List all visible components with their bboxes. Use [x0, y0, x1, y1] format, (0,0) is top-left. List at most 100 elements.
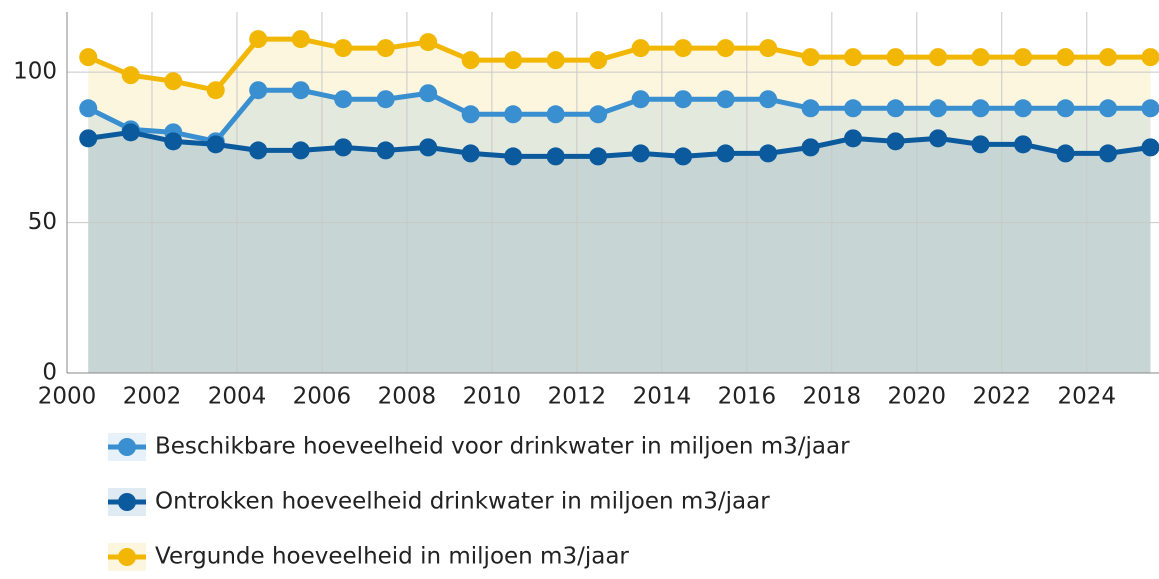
marker — [121, 66, 140, 85]
marker — [79, 48, 98, 67]
legend-label: Beschikbare hoeveelheid voor drinkwater … — [155, 434, 850, 460]
marker — [419, 138, 438, 157]
marker — [546, 105, 565, 124]
marker — [801, 99, 820, 118]
area — [88, 39, 1151, 373]
x-tick-label: 2018 — [803, 384, 862, 410]
marker — [334, 39, 353, 58]
marker — [249, 141, 268, 160]
marker — [1099, 48, 1118, 67]
marker — [461, 51, 480, 70]
marker — [759, 90, 778, 109]
marker — [461, 105, 480, 124]
marker — [291, 141, 310, 160]
marker — [164, 72, 183, 91]
marker — [886, 99, 905, 118]
marker — [1099, 144, 1118, 163]
marker — [291, 81, 310, 100]
marker — [419, 33, 438, 52]
marker — [801, 138, 820, 157]
marker — [589, 105, 608, 124]
marker — [589, 51, 608, 70]
marker — [844, 48, 863, 67]
marker — [376, 39, 395, 58]
marker — [971, 48, 990, 67]
marker — [1141, 138, 1159, 157]
legend-label: Ontrokken hoeveelheid drinkwater in milj… — [155, 489, 770, 515]
marker — [971, 135, 990, 154]
marker — [674, 39, 693, 58]
marker — [546, 147, 565, 166]
marker — [971, 99, 990, 118]
marker — [929, 99, 948, 118]
marker — [801, 48, 820, 67]
marker — [121, 123, 140, 142]
marker — [206, 135, 225, 154]
marker — [164, 132, 183, 151]
area — [88, 90, 1151, 373]
marker — [1099, 99, 1118, 118]
marker — [419, 84, 438, 103]
marker — [1014, 48, 1033, 67]
x-tick-label: 2024 — [1057, 384, 1116, 410]
marker — [631, 39, 650, 58]
x-tick-label: 2016 — [718, 384, 777, 410]
marker — [1056, 99, 1075, 118]
x-tick-label: 2004 — [208, 384, 267, 410]
marker — [674, 90, 693, 109]
marker — [716, 39, 735, 58]
marker — [929, 129, 948, 148]
marker — [589, 147, 608, 166]
marker — [631, 90, 650, 109]
marker — [886, 132, 905, 151]
marker — [844, 99, 863, 118]
area — [88, 132, 1151, 373]
x-tick-label: 2012 — [548, 384, 607, 410]
marker — [844, 129, 863, 148]
marker — [929, 48, 948, 67]
marker — [1014, 135, 1033, 154]
marker — [461, 144, 480, 163]
marker — [206, 81, 225, 100]
marker — [334, 138, 353, 157]
marker — [79, 99, 98, 118]
marker — [1056, 144, 1075, 163]
marker — [334, 90, 353, 109]
marker — [504, 105, 523, 124]
legend-marker — [118, 438, 136, 456]
marker — [249, 81, 268, 100]
x-tick-label: 2020 — [888, 384, 947, 410]
marker — [376, 90, 395, 109]
marker — [674, 147, 693, 166]
marker — [376, 141, 395, 160]
marker — [759, 39, 778, 58]
x-tick-label: 2008 — [378, 384, 437, 410]
y-tick-label: 0 — [42, 360, 57, 386]
marker — [1141, 48, 1159, 67]
marker — [504, 147, 523, 166]
legend-label: Vergunde hoeveelheid in miljoen m3/jaar — [155, 544, 629, 570]
marker — [1014, 99, 1033, 118]
marker — [291, 30, 310, 49]
x-tick-label: 2022 — [973, 384, 1032, 410]
marker — [1056, 48, 1075, 67]
y-tick-label: 100 — [13, 59, 57, 85]
marker — [79, 129, 98, 148]
x-tick-label: 2010 — [463, 384, 522, 410]
marker — [716, 144, 735, 163]
legend-marker — [118, 548, 136, 566]
x-tick-label: 2002 — [123, 384, 182, 410]
x-tick-label: 2014 — [633, 384, 692, 410]
marker — [631, 144, 650, 163]
marker — [546, 51, 565, 70]
legend-marker — [118, 493, 136, 511]
marker — [504, 51, 523, 70]
marker — [249, 30, 268, 49]
marker — [1141, 99, 1159, 118]
x-tick-label: 2006 — [293, 384, 352, 410]
y-tick-label: 50 — [28, 209, 57, 235]
marker — [716, 90, 735, 109]
x-tick-label: 2000 — [38, 384, 97, 410]
marker — [759, 144, 778, 163]
